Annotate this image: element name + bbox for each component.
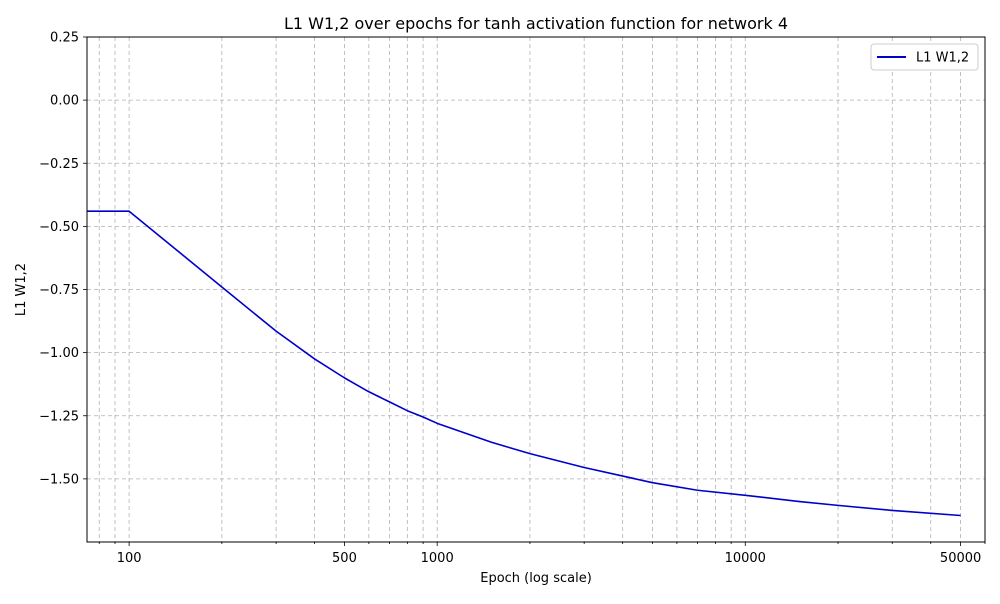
series-line xyxy=(87,210,961,517)
x-tick-label: 50000 xyxy=(940,551,981,566)
y-tick-label: 0.00 xyxy=(50,94,79,109)
legend: L1 W1,2 xyxy=(870,43,979,71)
y-tick-label: −1.50 xyxy=(39,472,79,487)
y-tick-label: 0.25 xyxy=(50,31,79,46)
x-tick-label: 10000 xyxy=(725,551,766,566)
x-tick-label: 1000 xyxy=(421,551,454,566)
plot-data xyxy=(87,210,961,517)
x-tick-label: 500 xyxy=(332,551,357,566)
y-tick-label: −0.25 xyxy=(39,157,79,172)
y-axis-label: L1 W1,2 xyxy=(14,263,29,316)
legend-box xyxy=(870,43,979,71)
grid xyxy=(87,36,986,542)
y-tick-label: −1.25 xyxy=(39,409,79,424)
legend-label: L1 W1,2 xyxy=(916,51,969,66)
x-tick-label: 100 xyxy=(117,551,142,566)
y-tick-label: −0.50 xyxy=(39,220,79,235)
chart-title: L1 W1,2 over epochs for tanh activation … xyxy=(284,14,788,33)
x-axis-label: Epoch (log scale) xyxy=(480,571,592,586)
y-tick-label: −0.75 xyxy=(39,283,79,298)
axis-ticks: 100 500 1000 10000 50000 0.25 0.00 −0.25 −0.50 −0… xyxy=(39,31,986,566)
y-tick-label: −1.00 xyxy=(39,346,79,361)
